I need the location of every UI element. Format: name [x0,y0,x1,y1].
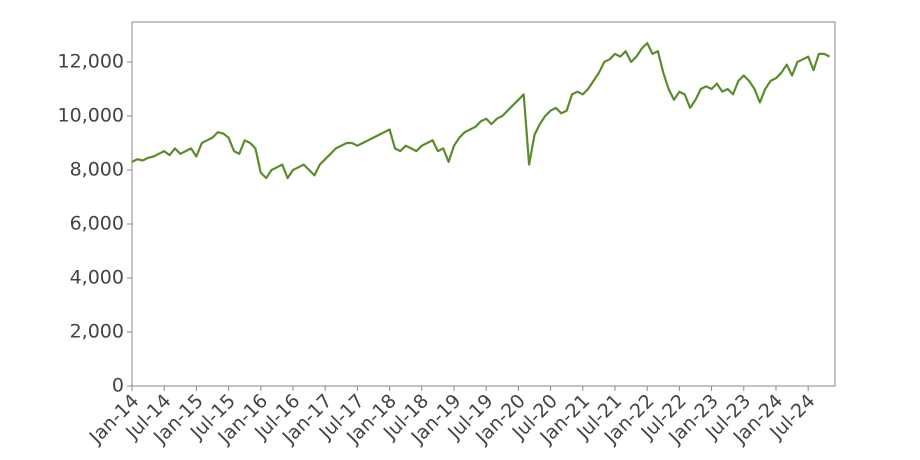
y-tick-label: 10,000 [58,104,124,126]
line [131,42,831,180]
y-tick-label: 12,000 [58,50,124,72]
y-tick-label: 4,000 [70,266,124,288]
y-tick-label: 0 [112,375,124,397]
y-tick-label: 6,000 [70,212,124,234]
plot-frame [131,21,836,387]
y-tick-label: 8,000 [70,158,124,180]
y-tick-label: 2,000 [70,320,124,342]
